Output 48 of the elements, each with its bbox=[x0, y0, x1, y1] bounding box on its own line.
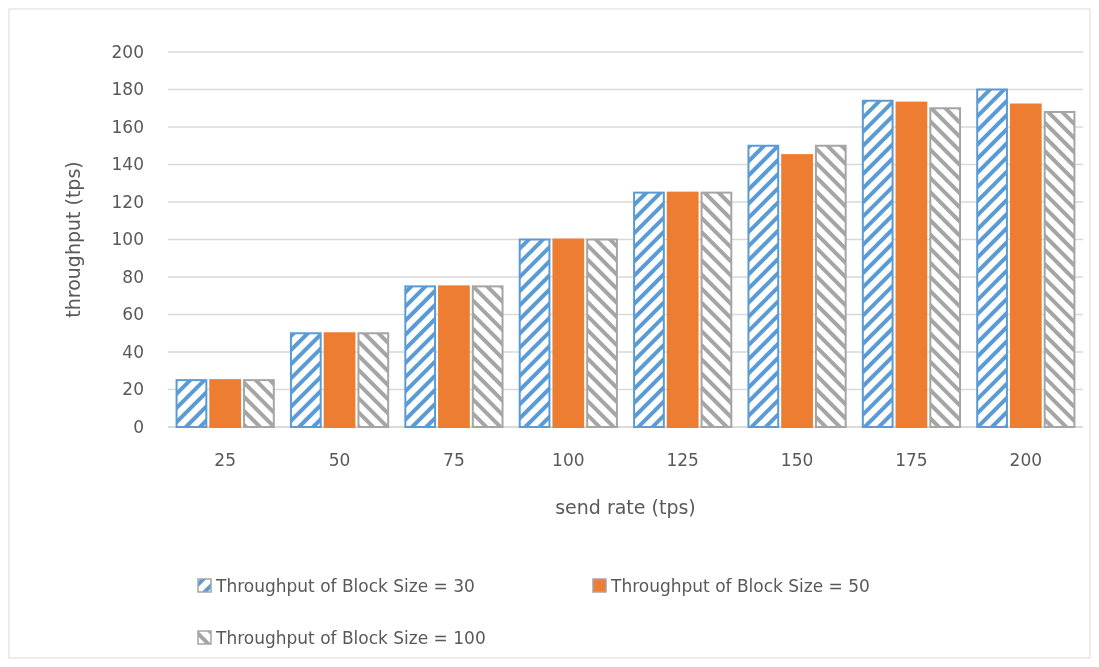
y-tick-label: 100 bbox=[111, 229, 144, 250]
x-tick-label: 50 bbox=[328, 450, 351, 470]
bar bbox=[323, 332, 356, 428]
y-tick-label: 60 bbox=[122, 304, 144, 325]
bar bbox=[357, 332, 390, 428]
y-tick-label: 0 bbox=[133, 416, 144, 437]
bar bbox=[404, 285, 437, 428]
y-tick-label: 200 bbox=[111, 41, 144, 62]
bar bbox=[586, 238, 618, 428]
x-axis-title: send rate (tps) bbox=[555, 496, 696, 518]
x-tick-label: 200 bbox=[1009, 450, 1043, 470]
bar bbox=[209, 379, 242, 428]
bar bbox=[700, 191, 733, 428]
bar bbox=[633, 191, 665, 428]
bar bbox=[552, 238, 585, 428]
bar bbox=[929, 107, 962, 428]
bar bbox=[1009, 103, 1042, 428]
bar bbox=[861, 99, 894, 428]
legend-label: Throughput of Block Size = 30 bbox=[215, 575, 475, 596]
bar bbox=[243, 379, 275, 428]
x-tick-label: 75 bbox=[443, 450, 465, 470]
y-tick-label: 140 bbox=[111, 154, 144, 175]
x-tick-label: 150 bbox=[780, 450, 814, 470]
x-tick-label: 175 bbox=[895, 450, 928, 470]
y-tick-label: 80 bbox=[122, 266, 144, 287]
y-tick-label: 40 bbox=[122, 341, 144, 362]
bar bbox=[976, 88, 1008, 428]
y-tick-label: 180 bbox=[111, 79, 144, 100]
bar bbox=[814, 144, 847, 428]
y-tick-label: 160 bbox=[111, 116, 144, 137]
bar bbox=[175, 379, 208, 428]
y-tick-label: 20 bbox=[122, 379, 144, 400]
x-tick-label: 100 bbox=[552, 450, 585, 470]
legend-label: Throughput of Block Size = 50 bbox=[610, 575, 870, 596]
bar bbox=[781, 154, 813, 428]
bar bbox=[471, 285, 504, 428]
x-tick-label: 25 bbox=[214, 450, 237, 470]
x-tick-label: 125 bbox=[666, 450, 699, 470]
bar bbox=[747, 144, 780, 428]
legend-label: Throughput of Block Size = 100 bbox=[215, 627, 486, 648]
bar bbox=[1043, 111, 1076, 428]
y-tick-label: 120 bbox=[111, 191, 144, 212]
bar bbox=[289, 332, 322, 428]
bar bbox=[438, 285, 470, 428]
bar bbox=[895, 101, 928, 428]
y-axis-title: throughput (tps) bbox=[62, 161, 84, 318]
bar bbox=[666, 191, 699, 428]
bar bbox=[518, 238, 551, 428]
